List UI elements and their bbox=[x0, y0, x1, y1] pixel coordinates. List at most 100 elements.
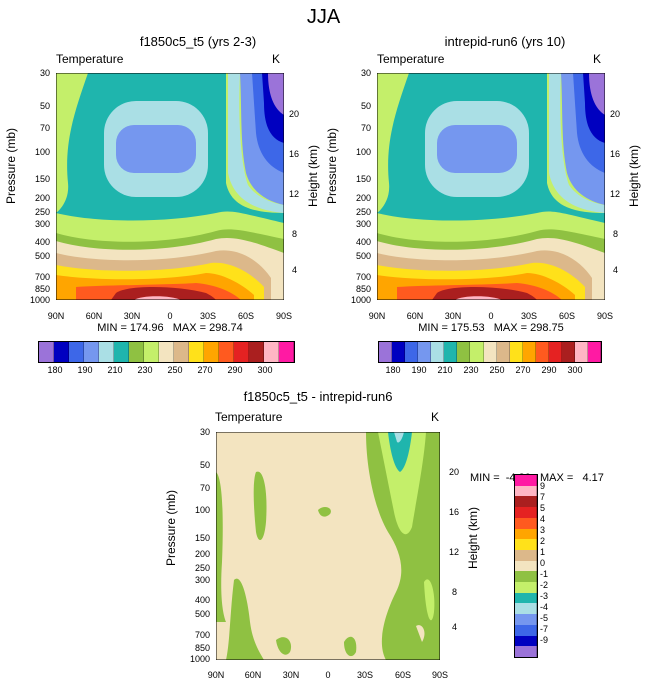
diff-panel-contour-plot bbox=[216, 432, 440, 660]
left-panel-units-label: K bbox=[272, 52, 281, 66]
colorbar-swatch bbox=[114, 342, 129, 362]
colorbar-swatch bbox=[431, 342, 445, 362]
diff-xtick: 90N bbox=[207, 670, 225, 680]
diff-ytick: 850 bbox=[194, 643, 210, 653]
colorbar-swatch bbox=[219, 342, 234, 362]
right-ytick: 70 bbox=[360, 123, 371, 133]
left-ytick: 700 bbox=[34, 272, 50, 282]
diff-ytick: 150 bbox=[194, 533, 210, 543]
contour-fill bbox=[589, 73, 605, 115]
diff-panel-contour-fills bbox=[216, 432, 440, 660]
right-colorbar-label: 180 bbox=[385, 365, 401, 375]
right-colorbar-label: 190 bbox=[411, 365, 427, 375]
right-ytick: 400 bbox=[355, 237, 371, 247]
left-xtick: 90N bbox=[47, 311, 65, 321]
diff-height-tick: 4 bbox=[452, 622, 458, 632]
right-xtick: 30S bbox=[520, 311, 537, 321]
colorbar-swatch bbox=[84, 342, 99, 362]
colorbar-swatch bbox=[515, 614, 537, 625]
right-ytick: 1000 bbox=[350, 295, 371, 305]
colorbar-swatch bbox=[515, 475, 537, 486]
colorbar-swatch bbox=[515, 507, 537, 518]
right-panel-contour-fills bbox=[377, 73, 605, 300]
diff-ytick: 30 bbox=[199, 427, 210, 437]
colorbar-swatch bbox=[39, 342, 54, 362]
colorbar-swatch bbox=[496, 342, 510, 362]
diff-height-tick: 12 bbox=[449, 547, 460, 557]
left-height-tick: 12 bbox=[289, 189, 300, 199]
diff-xtick: 60N bbox=[244, 670, 262, 680]
left-ytick: 100 bbox=[34, 147, 50, 157]
colorbar-swatch bbox=[515, 646, 537, 657]
contour-fill bbox=[366, 432, 440, 660]
right-height-tick: 16 bbox=[610, 149, 621, 159]
contour-fill bbox=[424, 579, 435, 621]
right-colorbar-label: 210 bbox=[437, 365, 453, 375]
left-ytick: 1000 bbox=[29, 295, 50, 305]
right-xtick: 90N bbox=[368, 311, 386, 321]
diff-ytick: 70 bbox=[199, 483, 210, 493]
colorbar-swatch bbox=[515, 592, 537, 604]
diff-panel-stats: MIN = -4.80 MAX = 4.17 bbox=[470, 472, 604, 484]
contour-fill bbox=[228, 73, 284, 213]
left-xtick: 0 bbox=[167, 311, 173, 321]
colorbar-swatch bbox=[99, 342, 114, 362]
diff-panel-ylabel-right: Height (km) bbox=[466, 507, 480, 570]
contour-fill bbox=[216, 472, 226, 622]
left-panel-ylabel: Pressure (mb) bbox=[4, 128, 18, 205]
colorbar-swatch bbox=[174, 342, 189, 362]
right-xtick: 90S bbox=[596, 311, 613, 321]
diff-xtick: 0 bbox=[325, 670, 331, 680]
left-height-tick: 16 bbox=[289, 149, 300, 159]
diff-colorbar-label: -9 bbox=[540, 635, 549, 645]
colorbar-swatch bbox=[234, 342, 249, 362]
left-panel-stats: MIN = 174.96 MAX = 298.74 bbox=[97, 322, 243, 334]
diff-colorbar-label: 7 bbox=[540, 492, 546, 502]
colorbar-swatch bbox=[189, 342, 204, 362]
right-colorbar bbox=[378, 341, 602, 363]
diff-panel-units-label: K bbox=[431, 410, 440, 424]
colorbar-swatch bbox=[457, 342, 471, 362]
left-ytick: 70 bbox=[39, 123, 50, 133]
diff-colorbar-label: 1 bbox=[540, 547, 546, 557]
contour-fill bbox=[378, 432, 426, 535]
contour-fill bbox=[432, 287, 537, 300]
left-xtick: 30S bbox=[199, 311, 216, 321]
diff-colorbar-label: 2 bbox=[540, 536, 546, 546]
left-ytick: 30 bbox=[39, 68, 50, 78]
right-ytick: 50 bbox=[360, 101, 371, 111]
right-xtick: 60N bbox=[406, 311, 424, 321]
diff-height-tick: 8 bbox=[452, 587, 458, 597]
colorbar-swatch bbox=[515, 517, 537, 529]
colorbar-swatch bbox=[515, 485, 537, 497]
page-title: JJA bbox=[306, 6, 341, 28]
left-ytick: 500 bbox=[34, 251, 50, 261]
right-height-tick: 12 bbox=[610, 189, 621, 199]
right-height-tick: 8 bbox=[613, 229, 619, 239]
contour-fill bbox=[111, 287, 216, 300]
colorbar-swatch bbox=[264, 342, 279, 362]
left-colorbar-label: 250 bbox=[167, 365, 183, 375]
colorbar-swatch bbox=[405, 342, 419, 362]
colorbar-swatch bbox=[515, 496, 537, 508]
right-panel-field-label: Temperature bbox=[377, 52, 445, 66]
diff-xtick: 30S bbox=[356, 670, 373, 680]
contour-fill bbox=[276, 637, 292, 655]
right-xtick: 30N bbox=[444, 311, 462, 321]
diff-colorbar-label: -3 bbox=[540, 591, 549, 601]
diff-panel-title: f1850c5_t5 - intrepid-run6 bbox=[243, 389, 393, 404]
diff-panel-ylabel: Pressure (mb) bbox=[164, 490, 178, 567]
right-colorbar-label: 290 bbox=[541, 365, 557, 375]
contour-fill bbox=[226, 578, 264, 660]
left-panel-ylabel-right: Height (km) bbox=[306, 145, 320, 208]
diff-colorbar-label: 5 bbox=[540, 503, 546, 513]
contour-fill bbox=[377, 73, 409, 213]
colorbar-swatch bbox=[548, 342, 562, 362]
diff-colorbar-label: 0 bbox=[540, 558, 546, 568]
diff-ytick: 200 bbox=[194, 549, 210, 559]
colorbar-swatch bbox=[515, 635, 537, 647]
right-ytick: 500 bbox=[355, 251, 371, 261]
diff-ytick: 400 bbox=[194, 595, 210, 605]
colorbar-swatch bbox=[444, 342, 458, 362]
diff-ytick: 700 bbox=[194, 630, 210, 640]
